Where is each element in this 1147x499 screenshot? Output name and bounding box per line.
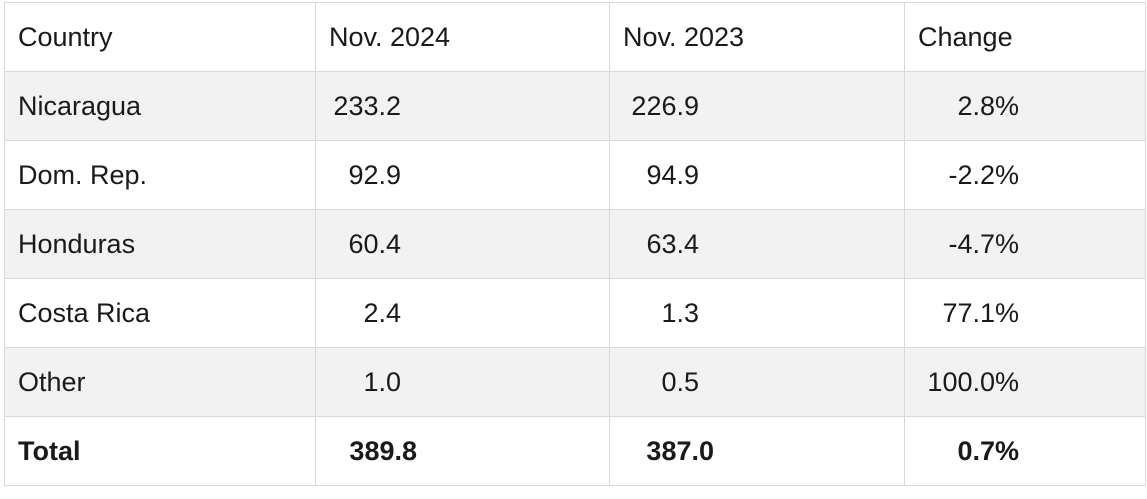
nov-2023-cell: 94.9 [609,140,905,210]
change-cell: -2.2% [904,140,1146,210]
total-nov-2023: 387.0 [609,416,905,486]
total-label: Total [4,416,316,486]
country-cell: Nicaragua [4,71,316,141]
change-cell: 100.0% [904,347,1146,417]
table-row: Honduras 60.4 63.4 -4.7% [4,209,1146,279]
column-header-country: Country [4,2,316,72]
data-table: Country Nov. 2024 Nov. 2023 Change Nicar… [4,2,1146,486]
country-cell: Other [4,347,316,417]
nov-2023-cell: 1.3 [609,278,905,348]
country-cell: Honduras [4,209,316,279]
table-row: Dom. Rep. 92.9 94.9 -2.2% [4,140,1146,210]
nov-2023-cell: 63.4 [609,209,905,279]
nov-2024-cell: 2.4 [315,278,610,348]
header-row: Country Nov. 2024 Nov. 2023 Change [4,2,1146,72]
nov-2024-cell: 92.9 [315,140,610,210]
table-row: Nicaragua 233.2 226.9 2.8% [4,71,1146,141]
country-cell: Dom. Rep. [4,140,316,210]
total-change: 0.7% [904,416,1146,486]
column-header-change: Change [904,2,1146,72]
change-cell: 2.8% [904,71,1146,141]
nov-2024-cell: 233.2 [315,71,610,141]
nov-2024-cell: 1.0 [315,347,610,417]
column-header-nov-2023: Nov. 2023 [609,2,905,72]
table-row: Costa Rica 2.4 1.3 77.1% [4,278,1146,348]
change-cell: -4.7% [904,209,1146,279]
total-row: Total 389.8 387.0 0.7% [4,416,1146,486]
data-table-container: Country Nov. 2024 Nov. 2023 Change Nicar… [4,2,1146,497]
nov-2023-cell: 226.9 [609,71,905,141]
column-header-nov-2024: Nov. 2024 [315,2,610,72]
nov-2024-cell: 60.4 [315,209,610,279]
change-cell: 77.1% [904,278,1146,348]
nov-2023-cell: 0.5 [609,347,905,417]
table-row: Other 1.0 0.5 100.0% [4,347,1146,417]
country-cell: Costa Rica [4,278,316,348]
total-nov-2024: 389.8 [315,416,610,486]
